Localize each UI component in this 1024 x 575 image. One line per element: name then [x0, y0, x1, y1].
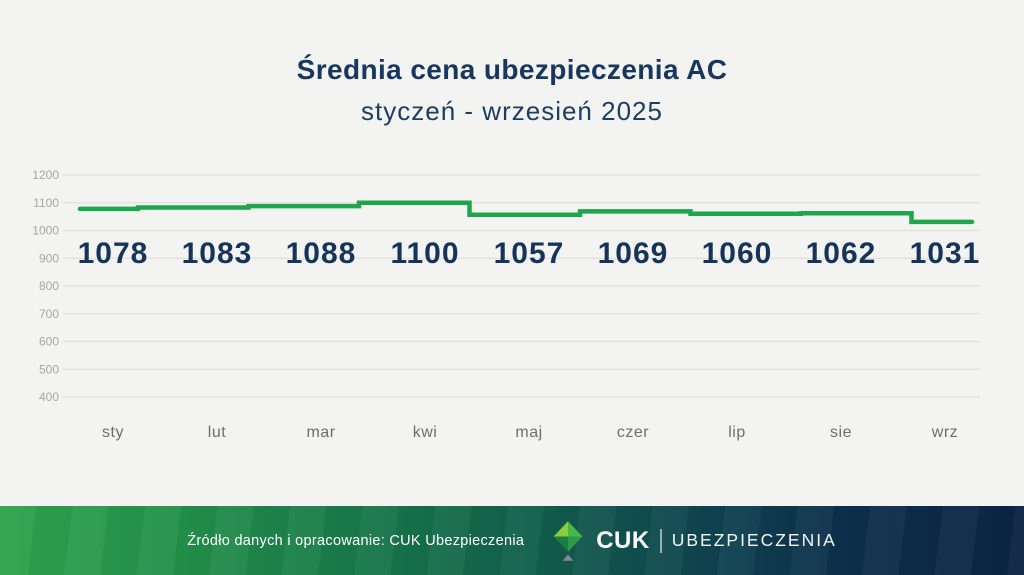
price-step-line: [77, 200, 975, 225]
cuk-diamond-icon: [553, 520, 583, 561]
y-axis-tick: 1100: [33, 196, 59, 210]
value-label: 1062: [806, 237, 877, 270]
y-axis-tick: 700: [39, 307, 59, 321]
chart-title: Średnia cena ubezpieczenia AC: [296, 54, 728, 85]
y-axis-tick: 1000: [32, 224, 59, 238]
month-label: sty: [102, 424, 124, 441]
month-label: sie: [830, 424, 852, 441]
month-label: wrz: [931, 424, 958, 441]
value-label: 1100: [390, 237, 459, 270]
brand-divider: [659, 528, 662, 553]
value-label: 1031: [910, 237, 981, 270]
month-label: lip: [728, 424, 746, 441]
footer-content: Źródło danych i opracowanie: CUK Ubezpie…: [187, 519, 837, 563]
value-label: 1057: [494, 237, 565, 270]
y-axis-tick: 500: [39, 362, 59, 376]
y-axis-tick: 400: [39, 390, 59, 404]
y-axis-tick: 900: [39, 251, 59, 265]
value-label: 1060: [702, 237, 773, 270]
value-label: 1078: [78, 237, 149, 270]
y-axis-tick: 1200: [32, 168, 59, 182]
value-label: 1088: [286, 237, 357, 270]
month-label: lut: [208, 424, 226, 441]
footer-banner: Źródło danych i opracowanie: CUK Ubezpie…: [0, 506, 1024, 575]
brand-suffix: UBEZPIECZENIA: [671, 530, 837, 550]
y-axis-tick: 600: [39, 335, 59, 349]
brand-name: CUK: [596, 526, 650, 554]
y-axis-tick: 800: [39, 279, 59, 293]
source-text: Źródło danych i opracowanie: CUK Ubezpie…: [187, 532, 525, 549]
month-label: kwi: [413, 424, 438, 441]
chart-subtitle: styczeń - wrzesień 2025: [361, 96, 663, 126]
cuk-logo: CUK UBEZPIECZENIA: [550, 519, 837, 563]
month-label: mar: [306, 424, 335, 441]
value-label: 1083: [182, 237, 253, 270]
value-label: 1069: [598, 237, 669, 270]
month-label: maj: [515, 424, 542, 441]
month-label: czer: [617, 424, 649, 441]
